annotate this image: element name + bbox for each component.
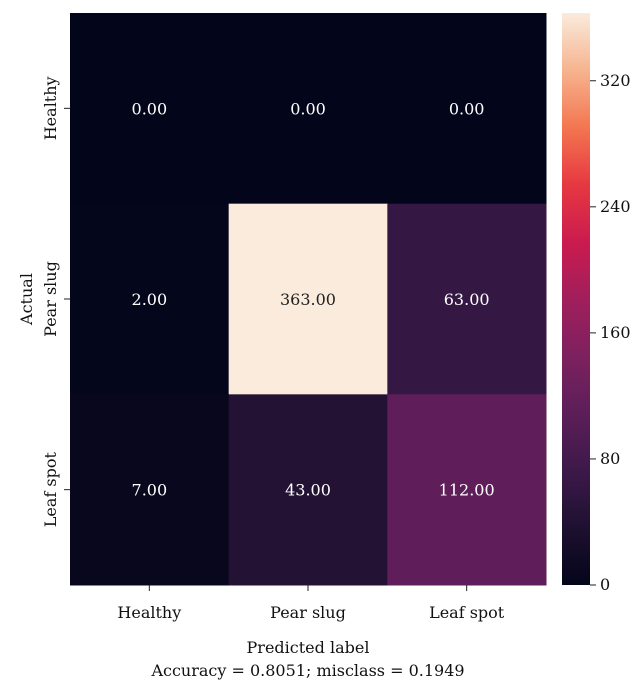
heatmap-cell — [228, 13, 388, 205]
colorbar-tick-label: 160 — [600, 323, 631, 342]
colorbar-ticks: 0 80 160 240 320 — [590, 71, 631, 594]
heatmap-cell — [387, 394, 547, 586]
accuracy-caption: Accuracy = 0.8051; misclass = 0.1949 — [150, 661, 464, 680]
colorbar-tick-label: 0 — [600, 575, 610, 594]
colorbar: 0 80 160 240 320 — [562, 13, 631, 594]
cell-value-label: 112.00 — [439, 481, 495, 500]
cell-value-labels: 0.00 0.00 0.00 2.00 363.00 63.00 7.00 43.00 112.… — [132, 99, 495, 499]
x-axis-label: Predicted label — [247, 638, 370, 657]
cell-value-label: 63.00 — [444, 290, 490, 309]
heatmap-cell — [70, 13, 230, 205]
y-axis-label: Actual — [17, 273, 36, 326]
heatmap-cell — [228, 394, 388, 586]
heatmap-cell — [228, 203, 388, 395]
heatmap-cell — [387, 203, 547, 395]
x-tick-label: Leaf spot — [429, 603, 505, 622]
cell-value-label: 7.00 — [132, 481, 168, 500]
x-tick-label: Pear slug — [270, 603, 346, 622]
colorbar-tick-label: 80 — [600, 449, 620, 468]
y-tick-label: Leaf spot — [41, 452, 60, 528]
x-axis-ticks: Healthy Pear slug Leaf spot — [117, 585, 505, 622]
heatmap-cell — [70, 394, 230, 586]
cell-value-label: 0.00 — [449, 99, 485, 118]
colorbar-tick-label: 240 — [600, 197, 631, 216]
x-tick-label: Healthy — [117, 603, 181, 622]
heatmap-cell — [70, 203, 230, 395]
y-axis-ticks: Healthy Pear slug Leaf spot — [41, 76, 70, 527]
cell-value-label: 363.00 — [280, 290, 336, 309]
y-tick-label: Pear slug — [41, 261, 60, 337]
colorbar-gradient — [562, 13, 590, 585]
y-tick-label: Healthy — [41, 76, 60, 140]
cell-value-label: 0.00 — [290, 99, 326, 118]
cell-value-label: 43.00 — [285, 481, 331, 500]
colorbar-tick-label: 320 — [600, 71, 631, 90]
heatmap-cell — [387, 13, 547, 205]
heatmap-cells — [70, 13, 547, 586]
cell-value-label: 0.00 — [132, 99, 168, 118]
cell-value-label: 2.00 — [132, 290, 168, 309]
